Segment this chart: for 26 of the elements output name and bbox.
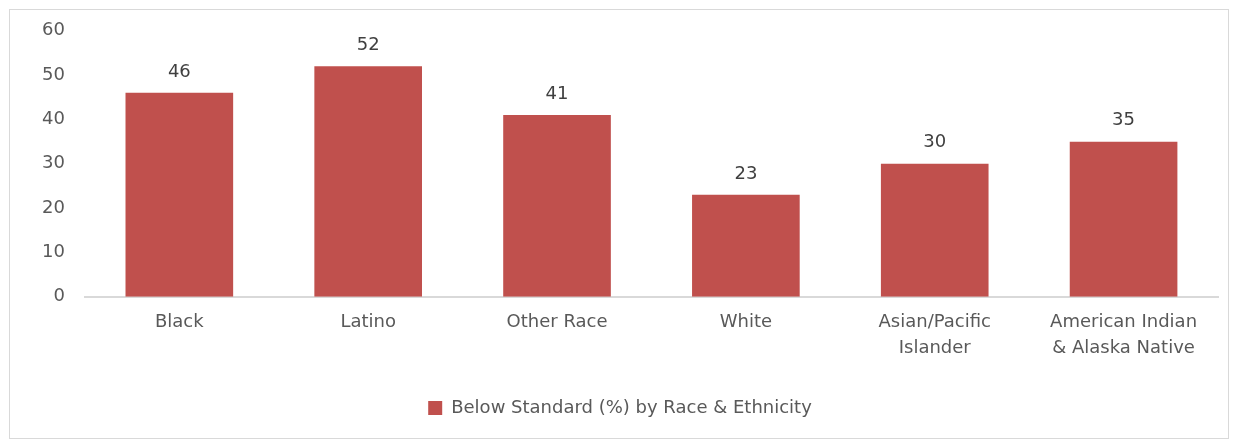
bar xyxy=(1069,141,1178,297)
data-label: 52 xyxy=(356,32,380,54)
y-tick-label: 0 xyxy=(53,284,65,306)
x-tick-label: White xyxy=(719,309,773,331)
data-label: 46 xyxy=(167,59,191,81)
bar xyxy=(692,194,800,297)
data-label: 35 xyxy=(1112,108,1136,130)
y-tick-label: 60 xyxy=(42,18,65,40)
y-tick-label: 20 xyxy=(42,195,65,217)
x-tick-label: Asian/Pacific Islander xyxy=(878,309,991,357)
y-tick-label: 40 xyxy=(42,107,65,129)
x-tick-label: American Indian & Alaska Native xyxy=(1050,309,1198,357)
y-tick-label: 50 xyxy=(42,62,65,84)
bar xyxy=(880,163,989,297)
bar xyxy=(125,92,234,297)
x-tick-label: Black xyxy=(154,309,205,331)
x-tick-label: Latino xyxy=(340,309,396,331)
y-tick-label: 10 xyxy=(42,240,65,262)
bar xyxy=(314,66,422,297)
legend-label: Below Standard (%) by Race & Ethnicity xyxy=(451,395,813,417)
bar xyxy=(503,115,611,297)
data-label: 23 xyxy=(734,161,758,183)
data-label: 41 xyxy=(545,81,569,103)
y-tick-label: 30 xyxy=(42,151,65,173)
x-tick-label: Other Race xyxy=(506,309,608,331)
data-label: 30 xyxy=(923,130,947,152)
